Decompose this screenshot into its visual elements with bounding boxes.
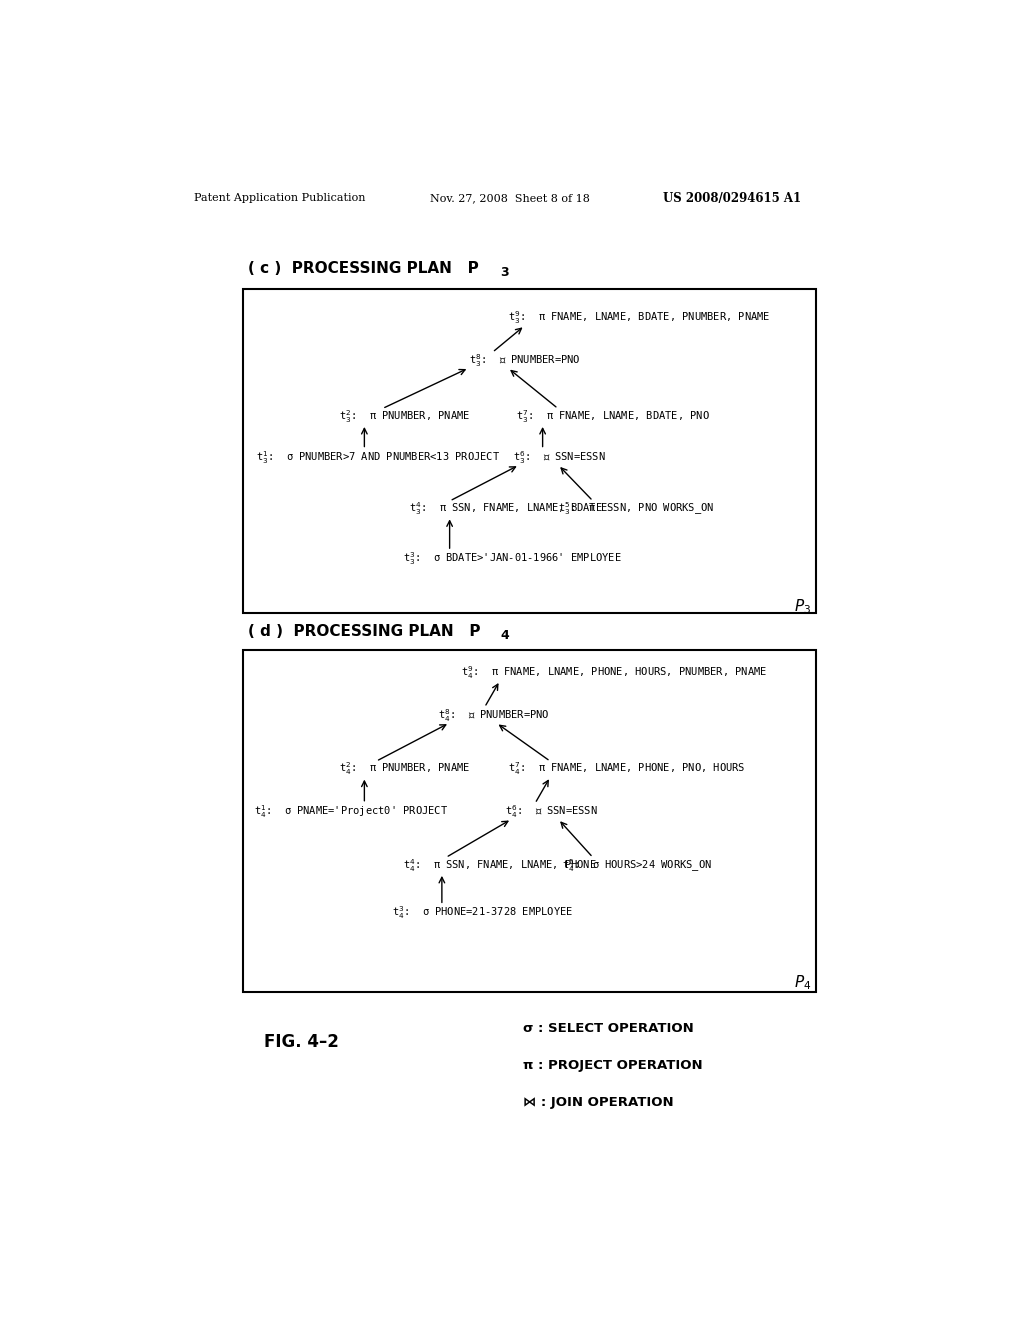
Text: t$^{6}_{3}$:  ⋈ SSN=ESSN: t$^{6}_{3}$: ⋈ SSN=ESSN — [513, 449, 606, 466]
Text: t$^{1}_{4}$:  σ PNAME='Project0' PROJECT: t$^{1}_{4}$: σ PNAME='Project0' PROJECT — [254, 803, 449, 820]
Text: t$^{1}_{3}$:  σ PNUMBER>7 AND PNUMBER<13 PROJECT: t$^{1}_{3}$: σ PNUMBER>7 AND PNUMBER<13 … — [256, 449, 500, 466]
Text: t$^{5}_{3}$:  π ESSN, PNO WORKS_ON: t$^{5}_{3}$: π ESSN, PNO WORKS_ON — [558, 500, 715, 517]
Text: t$^{3}_{4}$:  σ PHONE=21-3728 EMPLOYEE: t$^{3}_{4}$: σ PHONE=21-3728 EMPLOYEE — [391, 904, 572, 921]
Text: t$^{4}_{3}$:  π SSN, FNAME, LNAME, BDATE: t$^{4}_{3}$: π SSN, FNAME, LNAME, BDATE — [409, 500, 602, 517]
Text: t$^{7}_{4}$:  π FNAME, LNAME, PHONE, PNO, HOURS: t$^{7}_{4}$: π FNAME, LNAME, PHONE, PNO,… — [508, 760, 745, 777]
Text: t$^{7}_{3}$:  π FNAME, LNAME, BDATE, PNO: t$^{7}_{3}$: π FNAME, LNAME, BDATE, PNO — [515, 408, 710, 425]
Text: σ : SELECT OPERATION: σ : SELECT OPERATION — [523, 1022, 694, 1035]
Text: t$^{5}_{4}$:  σ HOURS>24 WORKS_ON: t$^{5}_{4}$: σ HOURS>24 WORKS_ON — [562, 857, 712, 874]
Text: t$^{3}_{3}$:  σ BDATE>'JAN-01-1966' EMPLOYEE: t$^{3}_{3}$: σ BDATE>'JAN-01-1966' EMPLO… — [403, 550, 622, 568]
Text: FIG. 4–2: FIG. 4–2 — [263, 1034, 339, 1051]
Text: t$^{2}_{4}$:  π PNUMBER, PNAME: t$^{2}_{4}$: π PNUMBER, PNAME — [339, 760, 470, 777]
Text: t$^{9}_{3}$:  π FNAME, LNAME, BDATE, PNUMBER, PNAME: t$^{9}_{3}$: π FNAME, LNAME, BDATE, PNUM… — [508, 309, 770, 326]
Text: P$_{3}$: P$_{3}$ — [794, 597, 811, 616]
Text: ⋈ : JOIN OPERATION: ⋈ : JOIN OPERATION — [523, 1096, 674, 1109]
Text: 3: 3 — [500, 265, 509, 279]
Text: ( c )  PROCESSING PLAN   P: ( c ) PROCESSING PLAN P — [248, 261, 479, 276]
Text: t$^{9}_{4}$:  π FNAME, LNAME, PHONE, HOURS, PNUMBER, PNAME: t$^{9}_{4}$: π FNAME, LNAME, PHONE, HOUR… — [461, 664, 767, 681]
Text: t$^{4}_{4}$:  π SSN, FNAME, LNAME, PHONE: t$^{4}_{4}$: π SSN, FNAME, LNAME, PHONE — [403, 857, 597, 874]
Text: 4: 4 — [500, 628, 509, 642]
Text: t$^{2}_{3}$:  π PNUMBER, PNAME: t$^{2}_{3}$: π PNUMBER, PNAME — [339, 408, 470, 425]
Text: t$^{8}_{3}$:  ⋈ PNUMBER=PNO: t$^{8}_{3}$: ⋈ PNUMBER=PNO — [469, 351, 581, 368]
Text: Patent Application Publication: Patent Application Publication — [194, 194, 366, 203]
Text: t$^{8}_{4}$:  ⋈ PNUMBER=PNO: t$^{8}_{4}$: ⋈ PNUMBER=PNO — [438, 706, 550, 723]
Text: Nov. 27, 2008  Sheet 8 of 18: Nov. 27, 2008 Sheet 8 of 18 — [430, 194, 590, 203]
Text: ( d )  PROCESSING PLAN   P: ( d ) PROCESSING PLAN P — [248, 623, 480, 639]
Text: t$^{6}_{4}$:  ⋈ SSN=ESSN: t$^{6}_{4}$: ⋈ SSN=ESSN — [506, 803, 598, 820]
Bar — [243, 649, 816, 993]
Text: π : PROJECT OPERATION: π : PROJECT OPERATION — [523, 1059, 702, 1072]
Text: US 2008/0294615 A1: US 2008/0294615 A1 — [663, 191, 801, 205]
Bar — [243, 289, 816, 612]
Text: P$_{4}$: P$_{4}$ — [794, 973, 811, 991]
